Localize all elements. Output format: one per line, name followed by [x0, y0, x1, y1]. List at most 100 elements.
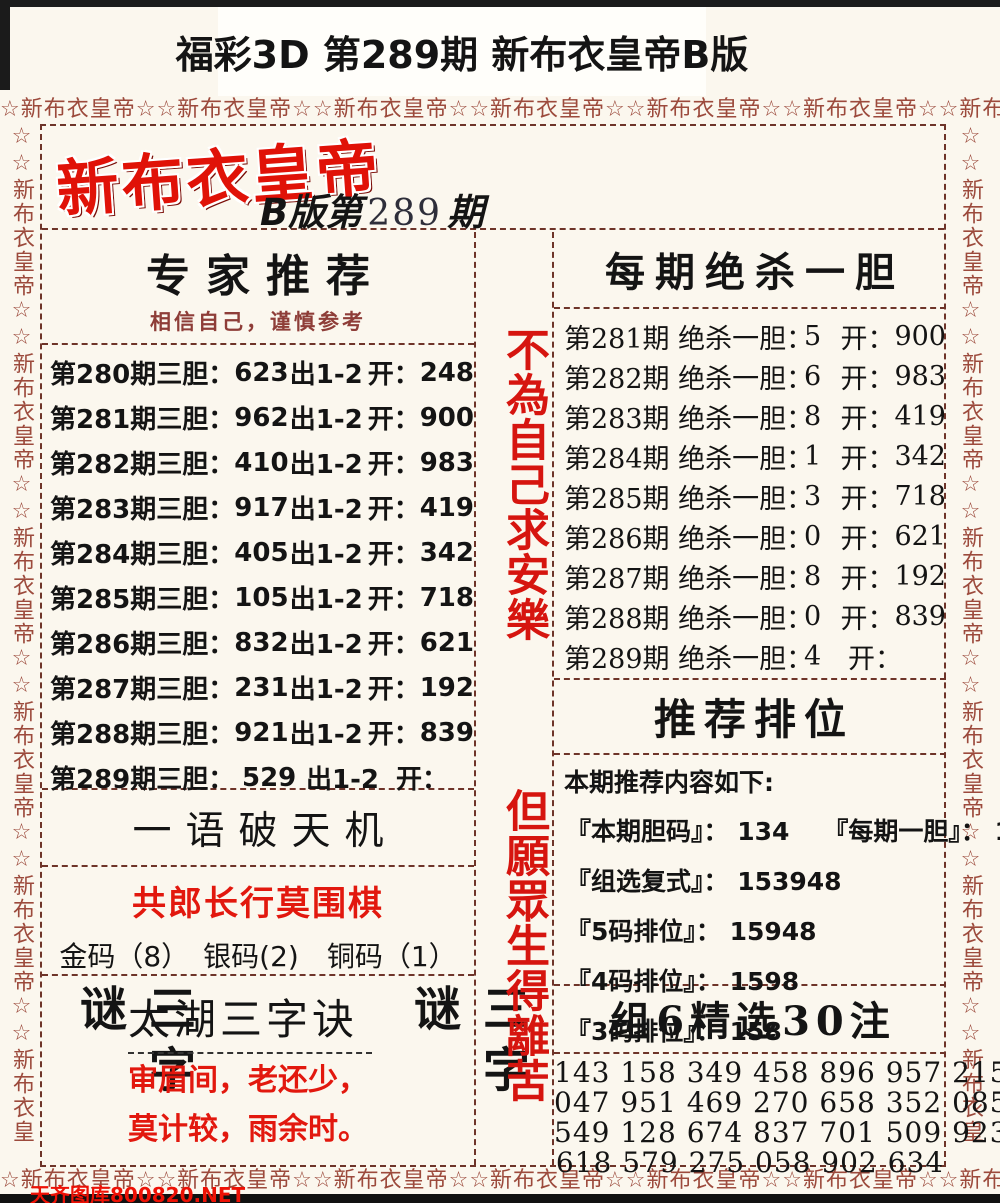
open-label: 开： — [367, 585, 420, 615]
edition-prefix: B版第 — [260, 191, 363, 234]
kill-digit: 8 — [804, 560, 822, 592]
tianji-codes: 金码（8） 银码(2) 铜码（1） — [59, 940, 457, 973]
issue-label: 第289期 绝杀一胆： — [564, 643, 814, 675]
open-result: 718 — [419, 582, 474, 613]
table-row: 第286期 绝杀一胆： 0 开： 621 — [564, 516, 946, 556]
pick-value: 105 — [234, 582, 289, 613]
out-note: 出1-2 — [289, 540, 363, 570]
site-watermark: 天齐图库800820.NET — [30, 1183, 246, 1203]
zu6-line: 047 951 469 270 658 352 085 573 — [554, 1086, 1000, 1119]
divider — [554, 307, 946, 309]
open-label: 开： — [840, 323, 895, 355]
table-row: 第281期 绝杀一胆： 5 开： 900 — [564, 316, 946, 356]
paiwei-dan-line: 『本期胆码』： 134 『每期一胆』： 1 — [554, 812, 1000, 848]
issue-label: 第289期三胆： — [50, 765, 235, 795]
zu6-line: 549 128 674 837 701 509 923 452 — [554, 1116, 1000, 1149]
zu6-title: 组6精选30注 — [610, 998, 896, 1045]
open-result: 839 — [894, 600, 946, 632]
right-column: 每期绝杀一胆 第281期 绝杀一胆： 5 开： 900 第282期 绝杀一胆： 6 开： 9… — [554, 232, 1000, 1178]
open-result: 983 — [419, 447, 474, 478]
kill-digit: 0 — [804, 600, 822, 632]
issue-label: 第282期 绝杀一胆： — [564, 363, 814, 395]
three-word-label-left: 三字谜 — [71, 984, 195, 1106]
table-row: 第280期三胆： 623 出1-2 开： 248 — [50, 350, 474, 395]
calligraphy-strip: 不為自己求安樂 但願眾生得離苦 — [476, 232, 554, 1165]
edition-suffix: 期 — [447, 191, 485, 234]
calligraphy-bottom: 但願眾生得離苦 — [498, 788, 549, 1103]
table-row: 第289期 绝杀一胆： 4 开： — [564, 636, 946, 676]
out-note: 出1-2 — [289, 360, 363, 390]
juesha-box: 每期绝杀一胆 第281期 绝杀一胆： 5 开： 900 第282期 绝杀一胆： 6 开： 9… — [554, 232, 946, 680]
open-label: 开： — [367, 495, 420, 525]
issue-label: 第286期 绝杀一胆： — [564, 523, 814, 555]
pick-value: 529 — [242, 762, 297, 793]
kill-digit: 8 — [804, 400, 822, 432]
open-label: 开： — [367, 450, 420, 480]
open-label: 开： — [367, 360, 420, 390]
open-result: 342 — [419, 537, 474, 568]
out-note: 出1-2 — [289, 585, 363, 615]
zu6-line: 618 579 275 058 902 634 — [555, 1146, 945, 1179]
open-result: 248 — [419, 357, 474, 388]
expert-recommendation-box: 专家推荐 相信自己，谨慎参考 第280期三胆： 623 出1-2 开： 248 第281… — [42, 232, 474, 795]
open-result: 900 — [894, 320, 946, 352]
table-row: 第284期三胆： 405 出1-2 开： 342 — [50, 530, 474, 575]
open-label: 开： — [840, 483, 895, 515]
divider — [42, 343, 474, 345]
paiwei-line: 『5码排位』： 15948 — [566, 917, 817, 946]
top-edge-bar — [0, 0, 1000, 7]
issue-label: 第288期 绝杀一胆： — [564, 603, 814, 635]
page-title: 福彩3D 第289期 新布衣皇帝B版 — [175, 33, 749, 77]
issue-label: 第283期 绝杀一胆： — [564, 403, 814, 435]
issue-label: 第284期 绝杀一胆： — [564, 443, 814, 475]
tianji-box: 一语破天机 共郎长行莫围棋 金码（8） 银码(2) 铜码（1） — [42, 790, 474, 976]
left-column: 专家推荐 相信自己，谨慎参考 第280期三胆： 623 出1-2 开： 248 第281… — [42, 232, 529, 1165]
table-row: 第281期三胆： 962 出1-2 开： 900 — [50, 395, 474, 440]
kill-digit: 5 — [804, 320, 822, 352]
table-row: 第283期三胆： 917 出1-2 开： 419 — [50, 485, 474, 530]
table-row: 第288期 绝杀一胆： 0 开： 839 — [564, 596, 946, 636]
divider — [128, 1052, 372, 1054]
open-label: 开： — [367, 540, 420, 570]
paiwei-line: 『4码排位』： 1598 — [566, 967, 800, 996]
pick-value: 405 — [234, 537, 289, 568]
decor-border-left: ☆☆新布衣皇帝☆☆新布衣皇帝☆☆新布衣皇帝☆☆新布衣皇帝☆☆新布衣皇帝☆☆新布衣… — [9, 124, 34, 1144]
decor-border-bottom: ☆新布衣皇帝☆☆新布衣皇帝☆☆新布衣皇帝☆☆新布衣皇帝☆☆新布衣皇帝☆☆新布衣皇… — [0, 1168, 1000, 1193]
three-word-riddle-box: 三字谜 太湖三字诀 审眉间，老还少， 莫计较，雨余时。 三字谜 — [42, 976, 529, 1165]
out-note: 出1-2 — [289, 405, 363, 435]
taihu-block: 太湖三字诀 审眉间，老还少， 莫计较，雨余时。 — [128, 986, 384, 1152]
pick-value: 917 — [234, 492, 289, 523]
open-label: 开： — [848, 643, 902, 675]
divider — [42, 865, 474, 867]
open-result: 419 — [419, 492, 474, 523]
tianji-title: 一语破天机 — [132, 809, 398, 854]
open-label: 开： — [367, 675, 420, 705]
open-label: 开： — [367, 720, 420, 750]
open-result: 342 — [894, 440, 946, 472]
table-row: 第289期三胆： 529 出1-2 开： — [50, 755, 474, 800]
open-label: 开： — [840, 523, 895, 555]
issue-label: 第288期三胆： — [50, 720, 235, 750]
zu6-box: 组6精选30注 143 158 349 458 896 957 215 749 … — [554, 986, 1000, 1178]
table-row: 第282期 绝杀一胆： 6 开： 983 — [564, 356, 946, 396]
open-label: 开： — [396, 765, 449, 795]
table-row: 第284期 绝杀一胆： 1 开： 342 — [564, 436, 946, 476]
expert-title: 专家推荐 — [146, 251, 386, 302]
pick-value: 410 — [234, 447, 289, 478]
pick-value: 832 — [234, 627, 289, 658]
edition-number: 289 — [367, 193, 443, 234]
open-result: 621 — [419, 627, 474, 658]
issue-label: 第283期三胆： — [50, 495, 235, 525]
table-row: 第282期三胆： 410 出1-2 开： 983 — [50, 440, 474, 485]
table-row: 第288期三胆： 921 出1-2 开： 839 — [50, 710, 474, 755]
pick-value: 921 — [234, 717, 289, 748]
table-row: 第287期三胆： 231 出1-2 开： 192 — [50, 665, 474, 710]
issue-label: 第286期三胆： — [50, 630, 235, 660]
issue-label: 第287期 绝杀一胆： — [564, 563, 814, 595]
calligraphy-top: 不為自己求安樂 — [498, 327, 549, 642]
table-row: 第285期三胆： 105 出1-2 开： 718 — [50, 575, 474, 620]
paiwei-line: 『3码排位』： 158 — [566, 1017, 782, 1046]
decor-border-right: ☆☆新布衣皇帝☆☆新布衣皇帝☆☆新布衣皇帝☆☆新布衣皇帝☆☆新布衣皇帝☆☆新布衣… — [958, 124, 983, 1144]
issue-label: 第284期三胆： — [50, 540, 235, 570]
